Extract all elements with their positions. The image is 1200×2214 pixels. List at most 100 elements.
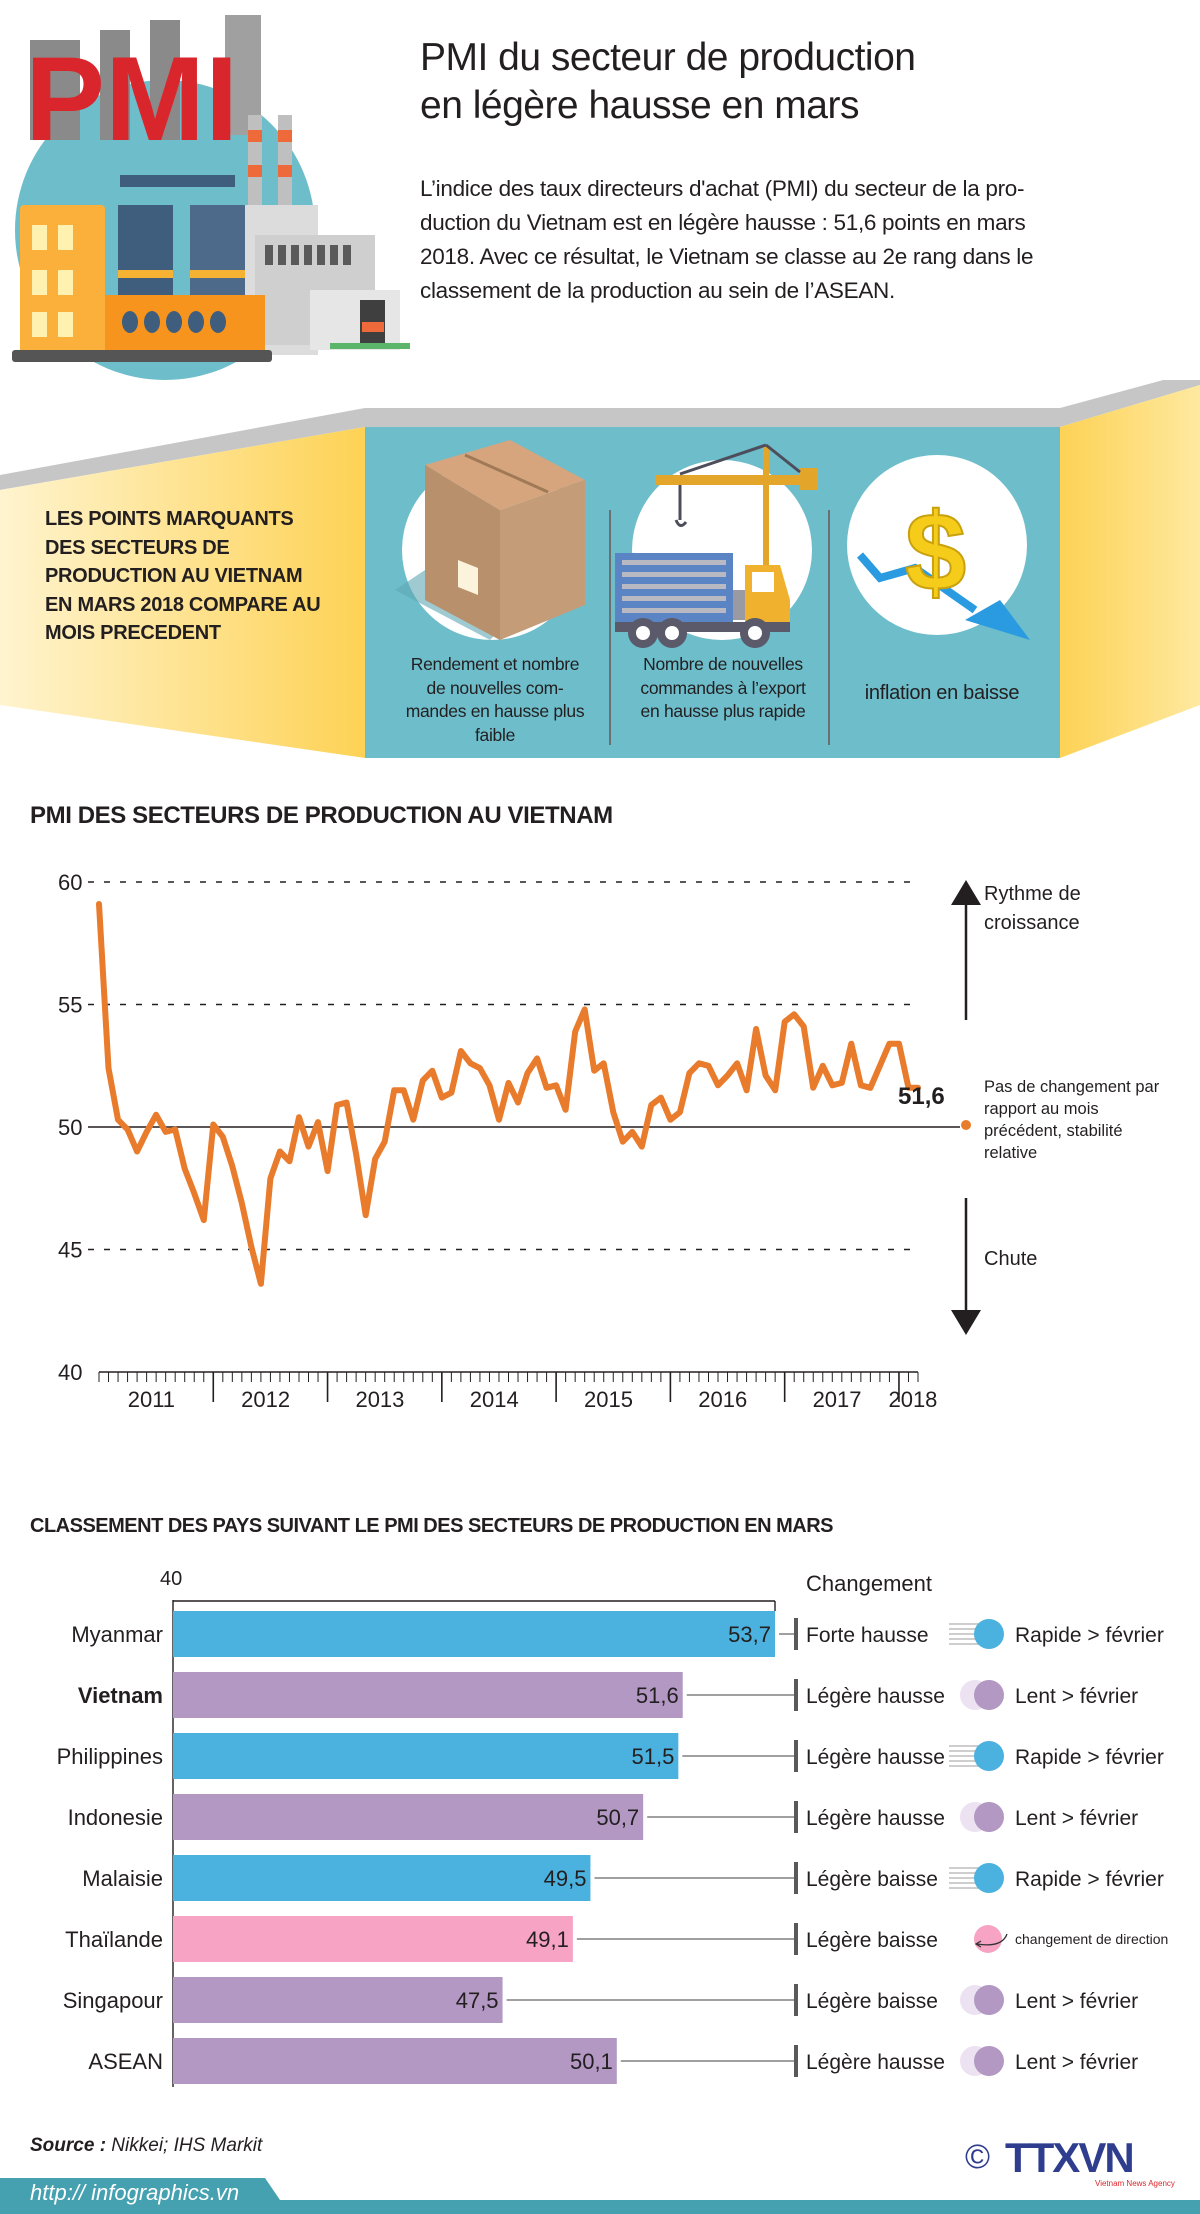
title-line-2: en légère hausse en mars bbox=[420, 84, 859, 127]
line-chart-x-axis bbox=[98, 1371, 919, 1402]
source-label: Source : bbox=[30, 2135, 107, 2156]
bar-value-label: 49,1 bbox=[526, 1927, 569, 1952]
down-arrow-icon bbox=[951, 1198, 981, 1335]
bar-value-label: 51,6 bbox=[636, 1683, 679, 1708]
box-icon bbox=[395, 440, 585, 640]
heading-line: EN MARS 2018 COMPARE AU bbox=[45, 593, 321, 616]
change-label: Forte hausse bbox=[806, 1624, 929, 1647]
heading-line: LES POINTS MARQUANTS bbox=[45, 508, 294, 530]
pmi-bar bbox=[173, 1733, 679, 1779]
bar-row-philippines: Philippines 51,5 Légère hausse Rapide > fév… bbox=[57, 1733, 1164, 1779]
x-tick-label: 2011 bbox=[128, 1387, 175, 1412]
y-tick-label: 60 bbox=[58, 870, 82, 895]
x-tick-label: 2015 bbox=[584, 1387, 633, 1412]
change-label: Légère baisse bbox=[806, 1990, 938, 2013]
intro-paragraph: L’indice des taux directeurs d'achat (PM… bbox=[420, 172, 1160, 308]
source-value: Nikkei; IHS Markit bbox=[106, 2135, 263, 2156]
bar-value-label: 50,7 bbox=[596, 1805, 639, 1830]
bar-chart-rows: Myanmar 53,7 Forte hausse Rapide > février V… bbox=[57, 1611, 1168, 2084]
highlights-heading: LES POINTS MARQUANTS DES SECTEURS DE PRO… bbox=[45, 505, 365, 648]
intro-line: duction du Vietnam est en légère hausse … bbox=[420, 210, 1026, 235]
line-chart-grid bbox=[88, 881, 960, 1251]
x-tick-label: 2016 bbox=[698, 1387, 747, 1412]
reference-dot bbox=[961, 1120, 971, 1130]
bar-row-singapour: Singapour 47,5 Légère baisse Lent > février bbox=[63, 1977, 1138, 2023]
y-tick-label: 55 bbox=[58, 993, 82, 1018]
slow-dot-icon bbox=[960, 1802, 1004, 1832]
bar-row-thaïlande: Thaïlande 49,1 Légère baisse changement de … bbox=[65, 1916, 1168, 1962]
speed-label: Lent > février bbox=[1015, 1807, 1138, 1830]
x-tick-label: 2014 bbox=[470, 1387, 519, 1412]
bar-value-label: 51,5 bbox=[632, 1744, 675, 1769]
intro-line: L’indice des taux directeurs d'achat (PM… bbox=[420, 176, 1025, 201]
line-chart-title: PMI DES SECTEURS DE PRODUCTION AU VIETNA… bbox=[30, 802, 613, 829]
caption-line: inflation en baisse bbox=[864, 682, 1020, 704]
line-chart-y-ticks: 40 45 50 55 60 bbox=[58, 870, 82, 1385]
bar-row-malaisie: Malaisie 49,5 Légère baisse Rapide > févrie… bbox=[82, 1855, 1164, 1901]
infographics-url-link[interactable]: http:// infographics.vn bbox=[30, 2180, 240, 2205]
highlight-caption-output: Rendement et nombre de nouvelles com- ma… bbox=[380, 653, 610, 747]
up-arrow-icon bbox=[951, 880, 981, 1020]
change-label: Légère hausse bbox=[806, 2051, 945, 2074]
leader-end-tick bbox=[794, 1801, 798, 1833]
country-pmi-bar-chart: 40 Changement Myanmar 53,7 Forte hausse Rap… bbox=[57, 1568, 1168, 2087]
speed-label: Lent > février bbox=[1015, 2051, 1138, 2074]
slow-dot-icon bbox=[960, 2046, 1004, 2076]
speed-label: Rapide > février bbox=[1015, 1624, 1164, 1647]
change-label: Légère hausse bbox=[806, 1807, 945, 1830]
bar-value-label: 50,1 bbox=[570, 2049, 613, 2074]
change-label: Légère hausse bbox=[806, 1746, 945, 1769]
crane-truck-icon bbox=[615, 443, 818, 648]
source-note: Source : Nikkei; IHS Markit bbox=[30, 2135, 262, 2157]
bar-row-vietnam: Vietnam 51,6 Légère hausse Lent > février bbox=[78, 1672, 1138, 1718]
pmi-bar bbox=[173, 1611, 775, 1657]
slow-dot-icon bbox=[960, 1985, 1004, 2015]
leader-end-tick bbox=[794, 2045, 798, 2077]
fast-dot-icon bbox=[949, 1619, 1004, 1649]
highlights-band: $ bbox=[0, 380, 1200, 758]
intro-line: classement de la production au sein de l… bbox=[420, 278, 895, 303]
pmi-series-points bbox=[98, 903, 919, 1284]
up-label: Rythme de croissance bbox=[984, 883, 1086, 934]
highlight-caption-export: Nombre de nouvelles commandes à l’export… bbox=[617, 653, 829, 724]
bar-row-myanmar: Myanmar 53,7 Forte hausse Rapide > février bbox=[71, 1611, 1164, 1657]
caption-line: en hausse plus rapide bbox=[640, 701, 806, 721]
highlight-divider bbox=[609, 510, 611, 745]
leader-end-tick bbox=[794, 1618, 798, 1650]
caption-line: mandes en hausse plus bbox=[405, 701, 585, 721]
leader-end-tick bbox=[794, 1679, 798, 1711]
bar-axis-start-label: 40 bbox=[160, 1568, 182, 1590]
speed-label: changement de direction bbox=[1015, 1931, 1168, 1947]
fast-dot-icon bbox=[949, 1863, 1004, 1893]
pmi-bar bbox=[173, 1855, 591, 1901]
change-label: Légère baisse bbox=[806, 1929, 938, 1952]
svg-text:$: $ bbox=[905, 491, 966, 614]
y-tick-label: 50 bbox=[58, 1115, 82, 1140]
x-tick-label: 2018 bbox=[888, 1387, 937, 1412]
caption-line: de nouvelles com- bbox=[426, 677, 564, 698]
x-tick-label: 2013 bbox=[355, 1387, 404, 1412]
change-label: Légère hausse bbox=[806, 1685, 945, 1708]
copyright-icon: © bbox=[965, 2138, 990, 2176]
footer-bar bbox=[0, 2178, 1200, 2214]
x-tick-label: 2012 bbox=[241, 1387, 290, 1412]
pmi-bar bbox=[173, 1977, 503, 2023]
intro-line: 2018. Avec ce résultat, le Vietnam se cl… bbox=[420, 244, 1034, 269]
bar-row-indonesie: Indonesie 50,7 Légère hausse Lent > février bbox=[68, 1794, 1138, 1840]
stability-label: Pas de changement par rapport au mois pr… bbox=[984, 1078, 1164, 1162]
band-top-shadow bbox=[0, 380, 1200, 490]
highlight-caption-inflation: inflation en baisse bbox=[832, 682, 1052, 706]
caption-line: Nombre de nouvelles bbox=[643, 654, 803, 674]
band-right-panel bbox=[1060, 385, 1200, 758]
country-label: Myanmar bbox=[71, 1622, 163, 1647]
logo-subtitle: Vietnam News Agency bbox=[1095, 2179, 1175, 2188]
direction-change-icon bbox=[974, 1925, 1008, 1953]
caption-line: faible bbox=[474, 724, 516, 745]
page-title: PMI du secteur de production en légère h… bbox=[420, 34, 1180, 130]
down-label: Chute bbox=[984, 1248, 1037, 1270]
pmi-factory-illustration: PMI bbox=[12, 15, 410, 380]
leader-end-tick bbox=[794, 1862, 798, 1894]
y-tick-label: 45 bbox=[58, 1238, 82, 1263]
pmi-bar bbox=[173, 1916, 573, 1962]
